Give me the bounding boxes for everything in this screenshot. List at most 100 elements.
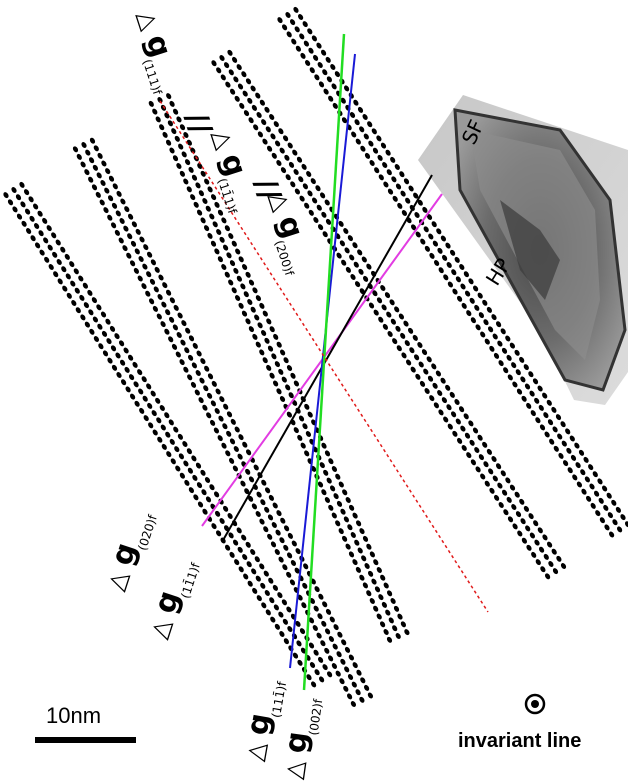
atom-dot	[288, 161, 295, 168]
atom-dot	[432, 240, 438, 247]
atom-dot	[595, 510, 601, 517]
atom-dot	[276, 160, 282, 166]
atom-dot	[341, 639, 347, 646]
atom-dot	[262, 138, 268, 145]
atom-dot	[440, 377, 446, 384]
atom-dot	[451, 411, 457, 418]
atom-dot	[446, 404, 452, 411]
atom-dot	[463, 413, 469, 420]
atom-dot	[331, 83, 337, 90]
atom-dot	[176, 116, 182, 123]
atom-dot	[503, 367, 509, 374]
atom-dot	[344, 247, 350, 254]
atom-dot	[480, 473, 486, 480]
svg-text:g: g	[270, 211, 310, 242]
atom-dot	[245, 468, 251, 475]
atom-dot	[359, 574, 365, 581]
atom-dot	[276, 341, 282, 348]
atom-dot	[523, 364, 529, 371]
atom-dot	[307, 190, 313, 197]
atom-dot	[193, 494, 199, 501]
atom-dot	[412, 334, 418, 341]
atom-dot	[166, 451, 172, 458]
atom-dot	[395, 325, 401, 332]
svg-text:△: △	[132, 7, 165, 34]
atom-dot	[100, 180, 106, 186]
atom-dot	[592, 471, 598, 478]
atom-dot	[138, 256, 144, 262]
atom-dot	[123, 225, 129, 232]
atom-dot	[318, 593, 324, 600]
atom-dot	[277, 592, 283, 599]
atom-dot	[170, 458, 176, 465]
atom-dot	[153, 286, 159, 293]
atom-dot	[195, 182, 201, 189]
atom-dot	[314, 669, 320, 676]
atom-dot	[253, 464, 259, 471]
atom-dot	[24, 189, 30, 196]
atom-dot	[296, 156, 303, 163]
atom-dot	[515, 369, 521, 376]
atom-dot	[164, 112, 170, 119]
atom-dot	[515, 511, 522, 518]
atom-dot	[84, 169, 90, 176]
atom-dot	[197, 209, 203, 216]
atom-dot	[392, 338, 398, 345]
atom-dot	[218, 415, 224, 422]
atom-dot	[221, 442, 227, 449]
atom-dot	[88, 176, 94, 183]
line-111bar-blue	[289, 53, 356, 669]
atom-dot	[338, 528, 344, 535]
atom-dot	[157, 294, 163, 300]
atom-dot	[179, 472, 185, 479]
atom-dot	[334, 71, 340, 78]
atom-dot	[377, 154, 383, 161]
atom-dot	[88, 309, 94, 316]
atom-dot	[139, 407, 145, 414]
atom-dot	[558, 452, 564, 459]
atom-dot	[210, 400, 216, 407]
atom-dot	[417, 342, 423, 348]
atom-dot	[494, 494, 500, 501]
atom-dot	[276, 388, 282, 395]
atom-dot	[547, 419, 554, 426]
atom-dot	[326, 477, 332, 484]
atom-dot	[162, 131, 168, 138]
atom-dot	[150, 259, 156, 266]
atom-dot	[202, 404, 208, 411]
atom-dot	[243, 110, 250, 117]
atom-dot	[196, 482, 203, 489]
atom-dot	[323, 469, 329, 476]
atom-dot	[503, 509, 509, 516]
atom-dot	[110, 345, 117, 352]
atom-dot	[478, 454, 484, 461]
atom-dot	[183, 132, 189, 138]
atom-dot	[209, 484, 215, 491]
atom-dot	[245, 318, 251, 325]
atom-dot	[108, 175, 115, 182]
atom-dot	[417, 199, 423, 206]
atom-dot	[268, 577, 274, 584]
atom-dot	[545, 573, 551, 580]
atom-dot	[369, 160, 375, 166]
atom-dot	[229, 260, 236, 267]
atom-dot	[274, 361, 280, 368]
atom-dot	[243, 291, 249, 298]
atom-dot	[160, 321, 166, 328]
atom-dot	[215, 510, 221, 517]
atom-dot	[126, 252, 132, 259]
atom-dot	[223, 505, 229, 512]
atom-dot	[575, 462, 581, 469]
atom-dot	[343, 685, 349, 692]
atom-dot	[311, 681, 317, 688]
atom-dot	[210, 240, 217, 247]
atom-dot	[145, 290, 151, 297]
atom-dot	[130, 260, 136, 267]
atom-dot	[311, 465, 317, 472]
atom-dot	[351, 131, 357, 138]
atom-dot	[480, 331, 486, 338]
atom-dot	[97, 152, 103, 159]
atom-dot	[260, 582, 266, 589]
svg-text:△: △	[101, 567, 134, 594]
atom-dot	[43, 237, 49, 244]
